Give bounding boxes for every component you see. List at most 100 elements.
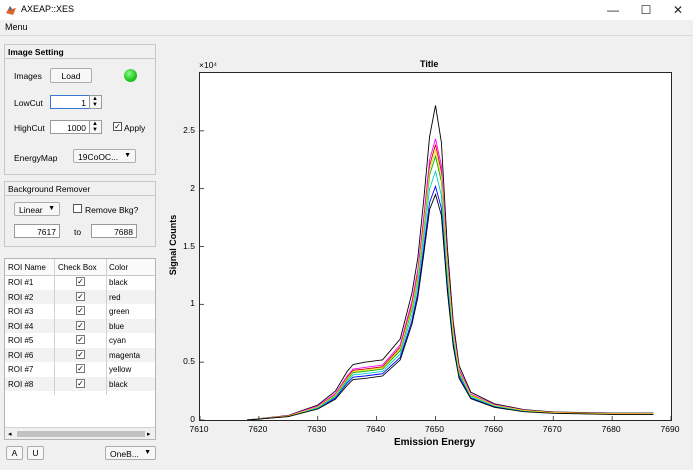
roi-table[interactable]: ROI Name Check Box Color ROI #1 ✓ black ROI… [4,258,156,440]
x-tick-label: 7620 [248,424,268,434]
roi-name-cell: ROI #6 [8,350,34,360]
matlab-app-icon [6,6,16,15]
menu-item-menu[interactable]: Menu [5,22,28,32]
x-tick-label: 7650 [425,424,444,434]
x-tick-label: 7630 [307,424,327,434]
window-title: AXEAP::XES [21,4,75,14]
roi-name-cell: ROI #8 [8,379,34,389]
highcut-spinner[interactable]: ▲ ▼ [89,120,102,134]
table-row[interactable]: ROI #8 ✓ black [5,376,155,391]
spinner-up-icon[interactable]: ▲ [92,96,98,102]
roi-name-cell: ROI #2 [8,292,34,302]
scroll-left-icon[interactable]: ◂ [8,431,12,438]
series-line-7 [247,148,654,420]
roi-color-cell: magenta [109,350,141,360]
table-row[interactable]: ROI #3 ✓ green [5,304,155,319]
roi-checkbox[interactable]: ✓ [76,349,85,359]
roi-color-cell: blue [109,321,125,331]
spinner-down-icon[interactable]: ▼ [92,102,98,108]
series-line-8 [247,192,654,420]
close-button[interactable]: ✕ [672,3,684,17]
energymap-dropdown[interactable]: 19CoOC... ▼ [73,149,136,163]
energy-to-field[interactable]: 7688 [91,224,137,238]
load-button[interactable]: Load [50,68,92,83]
roi-checkbox[interactable]: ✓ [76,277,85,286]
roi-name-cell: ROI #7 [8,365,34,374]
roi-name-cell: ROI #3 [8,307,34,316]
mode-value: OneB... [110,449,139,459]
highcut-label: HighCut [14,123,45,133]
chart-title: Title [420,59,439,69]
roi-checkbox[interactable]: ✓ [76,320,85,330]
roi-name-cell: ROI #5 [8,336,34,345]
remove-bkg-label: Remove Bkg? [85,205,139,215]
y-tick-label: 2.5 [183,124,195,135]
dropdown-arrow-icon: ▼ [144,449,151,456]
status-indicator-lamp [124,69,137,82]
background-remover-title: Background Remover [8,184,91,194]
highcut-field[interactable]: 1000 [50,120,90,134]
roi-color-cell: cyan [109,336,126,345]
table-row[interactable]: ROI #4 ✓ blue [5,318,155,333]
panel-divider [5,58,155,59]
table-row[interactable]: ROI #7 ✓ yellow [5,362,155,377]
series-line-4 [247,184,654,420]
lowcut-spinner[interactable]: ▲ ▼ [89,95,102,109]
minimize-button[interactable]: — [607,3,619,17]
title-bar: AXEAP::XES — ☐ ✕ [0,0,693,20]
maximize-button[interactable]: ☐ [640,3,652,17]
apply-label: Apply [124,123,146,133]
spinner-down-icon[interactable]: ▼ [92,127,98,133]
remove-bkg-checkbox[interactable] [73,204,82,213]
background-remover-panel: Background Remover Linear ▼ Remove Bkg? … [4,181,156,247]
to-label: to [74,227,82,237]
lowcut-field[interactable]: 1 [50,95,90,109]
table-row[interactable]: ROI #1 ✓ black [5,275,155,290]
y-tick-label: 1 [190,298,195,309]
a-button[interactable]: A [6,446,23,460]
x-tick-label: 7690 [660,424,680,434]
scrollbar-thumb[interactable] [17,431,145,437]
x-axis-label: Emission Energy [394,437,476,448]
roi-checkbox[interactable]: ✓ [76,335,85,344]
y-tick-label: 2 [190,182,195,193]
roi-checkbox[interactable]: ✓ [76,306,85,315]
roi-name-cell: ROI #4 [8,321,34,331]
header-color[interactable]: Color [109,263,129,272]
mode-dropdown[interactable]: OneB... ▼ [105,446,156,460]
energy-from-field[interactable]: 7617 [14,224,60,238]
roi-checkbox[interactable]: ✓ [76,291,85,301]
plot-axes[interactable] [199,72,672,421]
x-tick-label: 7680 [601,424,621,434]
roi-color-cell: red [109,292,121,302]
background-method-dropdown[interactable]: Linear ▼ [14,202,60,216]
apply-checkbox[interactable]: ✓ [113,122,122,131]
table-row[interactable]: ROI #6 ✓ magenta [5,347,155,362]
series-line-1 [247,105,654,420]
series-line-5 [247,169,654,420]
table-row[interactable]: ROI #2 ✓ red [5,289,155,304]
header-check-box[interactable]: Check Box [58,263,97,272]
x-tick-label: 7640 [366,424,386,434]
roi-checkbox[interactable]: ✓ [76,364,85,373]
table-row[interactable]: ROI #5 ✓ cyan [5,333,155,348]
image-setting-title: Image Setting [8,47,64,57]
energymap-label: EnergyMap [14,153,58,163]
column-divider [106,259,107,395]
roi-checkbox[interactable]: ✓ [76,378,85,388]
roi-color-cell: black [109,379,128,389]
x-tick-label: 7670 [542,424,562,434]
series-line-6 [247,138,654,420]
scroll-right-icon[interactable]: ▸ [147,431,151,438]
header-roi-name[interactable]: ROI Name [8,263,46,272]
roi-name-cell: ROI #1 [8,278,34,287]
panel-divider [5,195,155,196]
menu-bar: Menu [0,20,693,36]
dropdown-arrow-icon: ▼ [124,152,131,159]
roi-color-cell: green [109,307,130,316]
u-button[interactable]: U [27,446,44,460]
energymap-value: 19CoOC... [78,152,119,162]
spinner-up-icon[interactable]: ▲ [92,121,98,127]
horizontal-scrollbar[interactable]: ◂ ▸ [5,427,155,439]
background-method-value: Linear [19,205,43,215]
